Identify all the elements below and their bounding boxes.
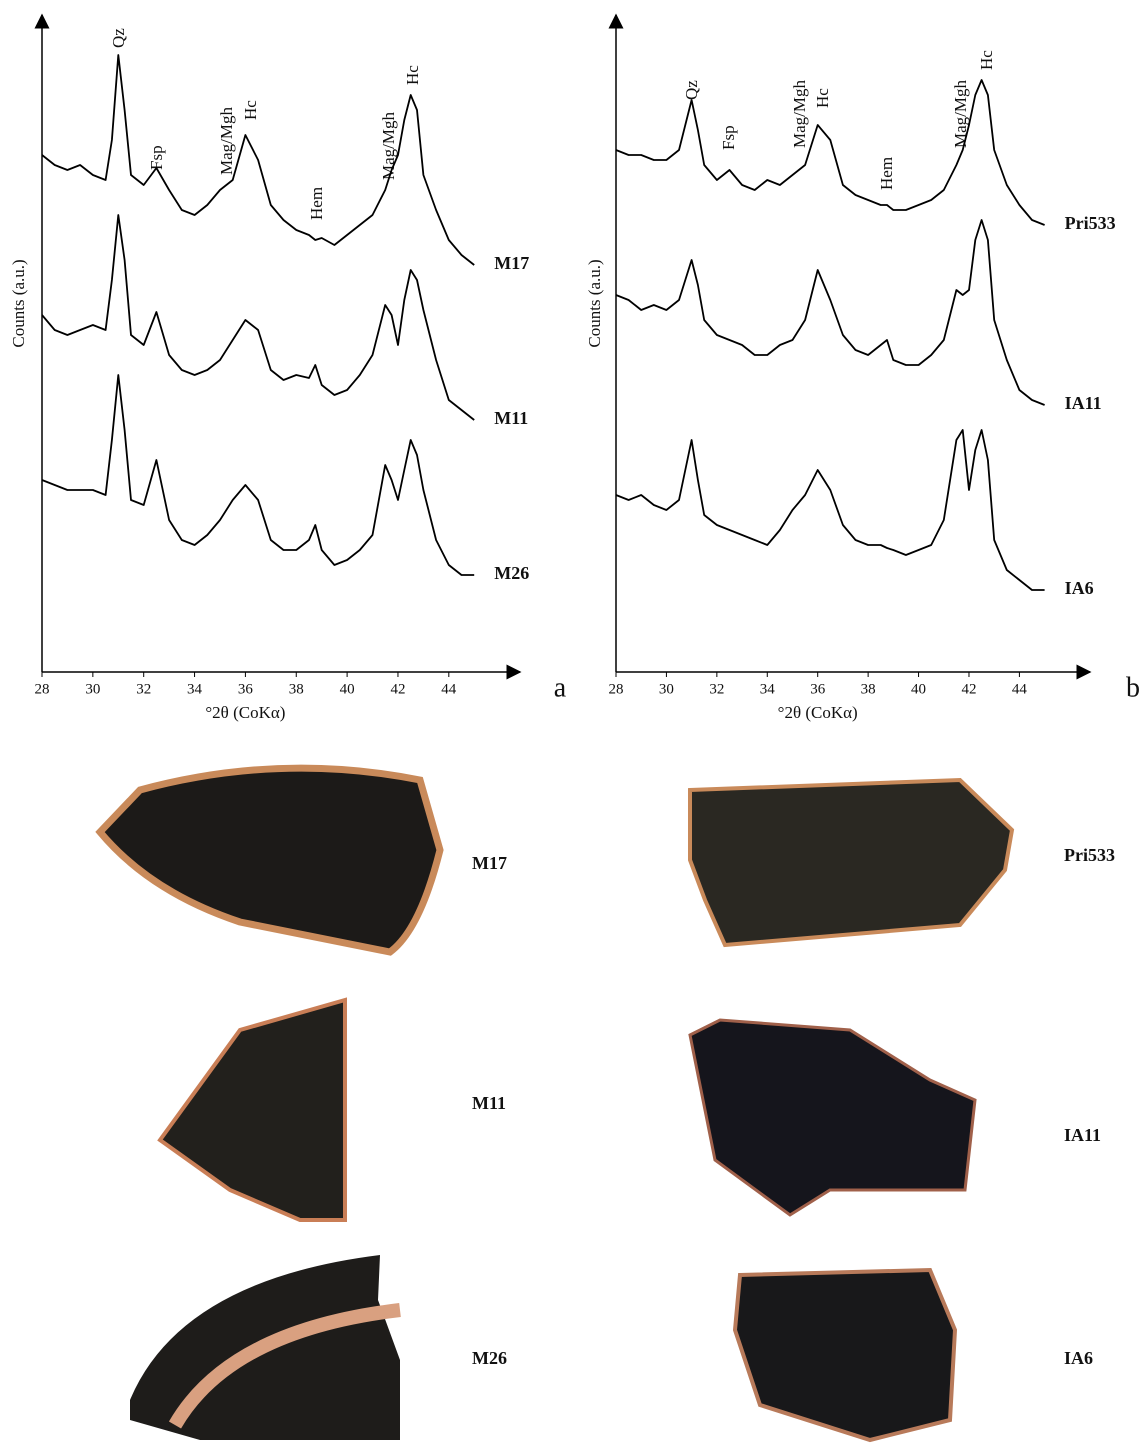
series-label: IA6 <box>1065 578 1094 598</box>
x-tick-label: 44 <box>441 681 457 697</box>
xrd-line <box>616 220 1045 405</box>
xrd-line <box>616 430 1045 590</box>
x-tick-label: 40 <box>340 681 355 697</box>
peak-label: Mag/Mgh <box>379 112 398 181</box>
photo-m17 <box>100 768 440 952</box>
x-tick-label: 32 <box>136 681 151 697</box>
x-axis-label: °2θ (CoKα) <box>205 703 285 722</box>
peak-label: Mag/Mgh <box>790 80 809 149</box>
photo-label: IA6 <box>1064 1348 1093 1368</box>
x-tick-label: 34 <box>760 681 776 697</box>
series-label: IA11 <box>1065 393 1102 413</box>
photo-m11 <box>160 1000 345 1220</box>
x-tick-label: 28 <box>609 681 624 697</box>
series-label: M17 <box>494 253 529 273</box>
x-axis-label: °2θ (CoKα) <box>778 703 858 722</box>
peak-label: Qz <box>109 28 128 48</box>
photo-label: IA11 <box>1064 1125 1101 1145</box>
xrd-line <box>42 215 474 420</box>
x-tick-label: 42 <box>961 681 976 697</box>
panel-label: b <box>1126 672 1140 703</box>
x-tick-label: 30 <box>659 681 674 697</box>
photo-ia11 <box>690 1020 975 1215</box>
x-tick-label: 36 <box>238 681 254 697</box>
xrd-line <box>42 375 474 575</box>
x-tick-label: 34 <box>187 681 203 697</box>
series-label: M11 <box>494 408 528 428</box>
x-tick-label: 44 <box>1012 681 1028 697</box>
photo-label: M11 <box>472 1093 506 1113</box>
peak-label: Fsp <box>147 145 166 170</box>
x-tick-label: 30 <box>85 681 100 697</box>
x-tick-label: 38 <box>289 681 304 697</box>
x-tick-label: 42 <box>390 681 405 697</box>
peak-label: Hc <box>813 88 832 108</box>
photo-ia6 <box>735 1270 955 1440</box>
x-tick-label: 28 <box>35 681 50 697</box>
photo-label: Pri533 <box>1064 845 1115 865</box>
peak-label: Hem <box>877 157 896 190</box>
peak-label: Hem <box>307 187 326 220</box>
x-tick-label: 32 <box>709 681 724 697</box>
xrd-line <box>42 55 474 265</box>
peak-label: Mag/Mgh <box>217 107 236 176</box>
figure: M17 M11 M26 Pri533 IA11 IA6 28 30 32 34 36 38… <box>0 0 1148 1447</box>
peak-label: Fsp <box>719 125 738 150</box>
x-tick-label: 36 <box>810 681 826 697</box>
y-axis-label: Counts (a.u.) <box>9 259 28 347</box>
peak-label: Mag/Mgh <box>951 80 970 149</box>
panel-label: a <box>554 672 567 703</box>
y-axis-label: Counts (a.u.) <box>585 259 604 347</box>
photo-label: M17 <box>472 853 507 873</box>
peak-label: Hc <box>403 65 422 85</box>
photos: M17 M11 M26 Pri533 IA11 IA6 <box>100 768 1115 1440</box>
x-tick-label: 40 <box>911 681 926 697</box>
peak-label: Hc <box>977 50 996 70</box>
peak-label: Qz <box>682 80 701 100</box>
series-label: Pri533 <box>1065 213 1116 233</box>
x-tick-label: 38 <box>861 681 876 697</box>
peak-label: Hc <box>241 100 260 120</box>
series-label: M26 <box>494 563 529 583</box>
photo-label: M26 <box>472 1348 507 1368</box>
photo-pri533 <box>690 780 1012 945</box>
